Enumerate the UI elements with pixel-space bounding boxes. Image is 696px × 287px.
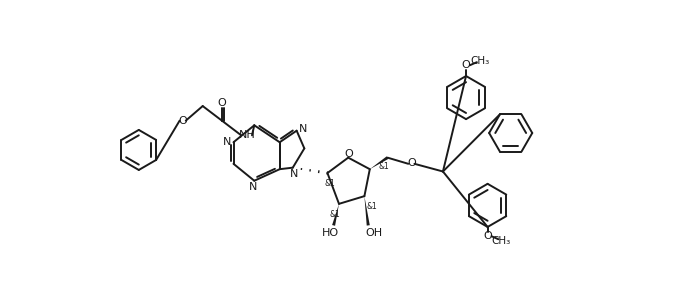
Text: CH₃: CH₃ — [470, 56, 489, 66]
Text: N: N — [223, 137, 232, 147]
Text: N: N — [290, 169, 299, 179]
Text: O: O — [178, 116, 187, 126]
Text: O: O — [461, 60, 470, 70]
Text: O: O — [218, 98, 226, 108]
Polygon shape — [332, 204, 339, 226]
Text: O: O — [483, 231, 492, 241]
Text: CH₃: CH₃ — [492, 236, 511, 246]
Text: &1: &1 — [324, 179, 335, 188]
Text: HO: HO — [322, 228, 339, 238]
Polygon shape — [365, 196, 370, 226]
Text: NH: NH — [239, 130, 255, 140]
Text: &1: &1 — [378, 162, 389, 171]
Text: &1: &1 — [367, 202, 377, 212]
Text: O: O — [345, 149, 354, 159]
Text: N: N — [299, 124, 307, 134]
Text: O: O — [408, 158, 416, 168]
Text: N: N — [248, 182, 257, 192]
Text: OH: OH — [366, 228, 383, 238]
Polygon shape — [370, 156, 388, 169]
Text: &1: &1 — [330, 210, 340, 219]
